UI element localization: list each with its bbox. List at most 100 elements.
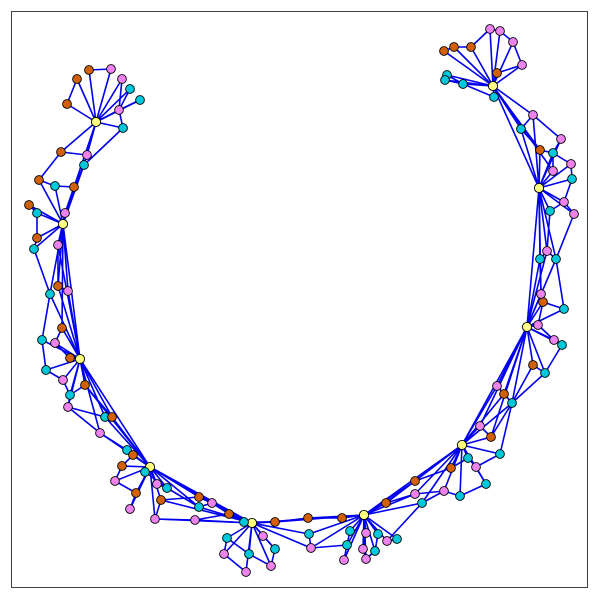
node-j13 <box>440 75 450 85</box>
node-d9 <box>162 483 172 493</box>
edge-h10-j9 <box>453 46 494 87</box>
node-a1 <box>72 74 82 84</box>
edge-h9-h10 <box>492 85 540 189</box>
edge-h9-i3 <box>538 187 548 252</box>
edge-f4-f8 <box>414 467 452 482</box>
node-i7 <box>567 174 577 184</box>
node-f7 <box>481 479 491 489</box>
node-j4 <box>492 68 502 78</box>
hub-node-h5 <box>246 517 258 529</box>
edge-h9-j2 <box>520 128 540 189</box>
node-d8 <box>110 476 120 486</box>
edge-h2-b8 <box>33 223 64 250</box>
node-b5 <box>32 208 42 218</box>
node-b9 <box>53 240 63 250</box>
node-j5 <box>517 60 527 70</box>
node-g2 <box>528 360 538 370</box>
edge-c12-d3 <box>67 406 101 434</box>
node-i4 <box>545 206 555 216</box>
node-f1 <box>381 498 391 508</box>
node-e13 <box>345 526 355 536</box>
edge-i3-i4 <box>546 210 551 252</box>
node-c9 <box>58 375 68 385</box>
edge-h7-f11 <box>461 444 501 455</box>
node-g6 <box>538 297 548 307</box>
edge-h2-c4 <box>61 223 64 329</box>
node-e16 <box>392 534 402 544</box>
edge-h5-e12 <box>251 522 310 535</box>
node-d12 <box>156 495 166 505</box>
edge-h5-e26 <box>251 522 272 567</box>
edge-g2-f14 <box>511 364 534 404</box>
edge-h3-d1 <box>79 358 106 418</box>
node-a9 <box>118 123 128 133</box>
node-b8 <box>29 244 39 254</box>
node-d2 <box>107 412 117 422</box>
edge-g1-g4 <box>544 344 563 374</box>
edge-h3-c3 <box>67 290 81 360</box>
edge-h1-a12 <box>60 121 97 153</box>
node-d5 <box>128 450 138 460</box>
edge-h7-f6 <box>459 444 463 497</box>
node-i10 <box>535 145 545 155</box>
edge-a9-a11 <box>83 127 124 166</box>
node-e5 <box>224 509 234 519</box>
node-a3 <box>106 64 116 74</box>
node-b6 <box>60 208 70 218</box>
node-j8 <box>495 26 505 36</box>
node-c2 <box>45 289 55 299</box>
node-f8 <box>446 463 456 473</box>
node-j3 <box>489 92 499 102</box>
node-d3 <box>95 428 105 438</box>
edge-h3-c8 <box>45 358 81 371</box>
node-a10 <box>82 150 92 160</box>
hub-node-h7 <box>456 439 468 451</box>
node-d14 <box>150 514 160 524</box>
node-j1 <box>528 110 538 120</box>
node-i1 <box>535 254 545 264</box>
edge-h8-g2 <box>526 326 534 366</box>
node-j10 <box>439 46 449 56</box>
hub-node-h1 <box>90 116 102 128</box>
edge-h4-e2 <box>149 466 200 508</box>
node-a11 <box>79 160 89 170</box>
node-a4 <box>117 74 127 84</box>
edges-layer <box>28 28 575 573</box>
hub-node-h3 <box>74 353 86 365</box>
edge-h8-h9 <box>526 187 540 328</box>
edge-h1-a1 <box>76 78 97 123</box>
node-j11 <box>466 42 476 52</box>
edge-h5-e17 <box>223 522 253 555</box>
node-c4 <box>57 323 67 333</box>
node-g1 <box>540 368 550 378</box>
node-d7 <box>140 467 150 477</box>
edge-h10-j6 <box>492 41 514 87</box>
node-i2 <box>551 254 561 264</box>
node-a5 <box>125 84 135 94</box>
hub-node-h9 <box>533 182 545 194</box>
node-e10 <box>222 533 232 543</box>
node-j2 <box>516 124 526 134</box>
node-b1 <box>34 175 44 185</box>
node-e28 <box>361 554 371 564</box>
edge-g1-f14 <box>511 372 546 404</box>
node-c12 <box>63 402 73 412</box>
node-i3 <box>542 246 552 256</box>
edge-h10-j10 <box>443 50 494 87</box>
edge-h1-a5 <box>95 88 131 123</box>
node-e4 <box>190 515 200 525</box>
node-c1 <box>53 281 63 291</box>
node-e25 <box>241 567 251 577</box>
edge-h7-f14 <box>461 402 513 446</box>
edge-h10-j12 <box>446 74 494 87</box>
edge-h8-f14 <box>511 326 528 404</box>
edge-h9-i9 <box>538 163 572 189</box>
node-a7 <box>114 105 124 115</box>
node-g8 <box>536 289 546 299</box>
edge-d3-d4 <box>99 432 128 451</box>
node-d13 <box>125 504 135 514</box>
node-e24 <box>382 536 392 546</box>
plot-frame <box>11 11 588 588</box>
edge-h5-d14 <box>154 518 253 524</box>
